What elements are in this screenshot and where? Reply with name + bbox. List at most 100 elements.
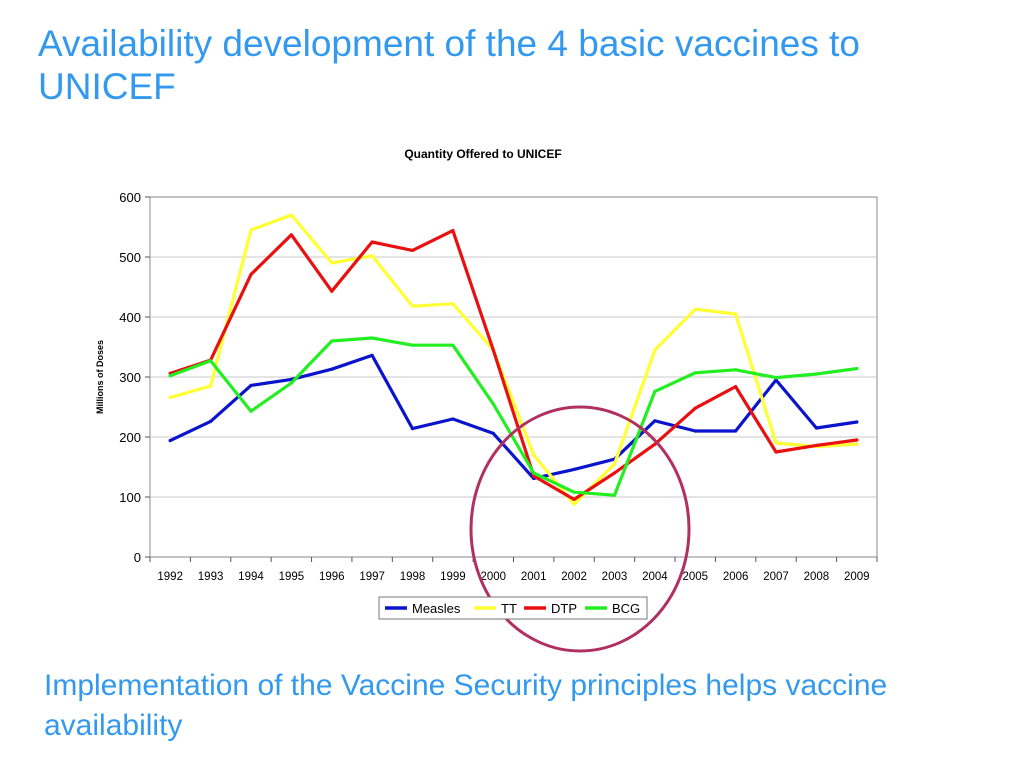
chart-title: Quantity Offered to UNICEF: [404, 147, 561, 161]
x-tick-label: 1999: [440, 571, 466, 583]
legend-label: DTP: [551, 601, 577, 616]
data-point-tt: [612, 462, 617, 466]
legend: Measles TT DTP BCG: [378, 596, 648, 620]
data-point-dtp: [370, 240, 374, 244]
data-point-dtp: [855, 438, 859, 442]
data-point-bcg: [855, 367, 859, 371]
x-tick-label: 2004: [642, 571, 668, 583]
data-point-tt: [693, 307, 697, 311]
data-point-tt: [249, 228, 253, 232]
x-tick-label: 2008: [804, 571, 830, 583]
data-point-measles: [734, 429, 738, 433]
y-tick-label: 300: [119, 370, 141, 385]
series-line-dtp: [168, 229, 859, 501]
data-point-dtp: [491, 348, 495, 352]
data-point-dtp: [289, 233, 293, 237]
data-point-bcg: [532, 471, 536, 475]
data-point-bcg: [330, 339, 334, 343]
data-point-tt: [572, 502, 576, 506]
data-point-tt: [208, 384, 213, 388]
y-tick-label: 600: [119, 190, 141, 205]
data-point-bcg: [370, 336, 374, 340]
highlight-annotation: [469, 405, 691, 653]
data-point-measles: [208, 419, 213, 423]
data-point-dtp: [774, 450, 778, 454]
data-point-tt: [532, 453, 536, 457]
x-tick-label: 1992: [157, 571, 183, 583]
x-tick-label: 2000: [481, 571, 507, 583]
data-point-dtp: [693, 406, 697, 410]
legend-box: [378, 596, 648, 620]
data-point-bcg: [814, 372, 819, 376]
data-point-bcg: [734, 368, 738, 372]
data-point-bcg: [289, 381, 293, 385]
x-tick-label: 1996: [319, 571, 345, 583]
data-point-bcg: [491, 402, 495, 406]
y-tick-label: 100: [119, 490, 141, 505]
data-point-measles: [491, 431, 495, 435]
x-tick-label: 2003: [602, 571, 628, 583]
series-line-tt: [168, 213, 859, 506]
y-tick-label: 0: [134, 550, 141, 565]
data-point-bcg: [653, 389, 657, 393]
data-point-dtp: [451, 229, 455, 233]
x-tick-label: 2006: [723, 571, 749, 583]
legend-label: TT: [501, 601, 517, 616]
data-point-tt: [855, 442, 859, 446]
x-tick-label: 1993: [198, 571, 224, 583]
highlight-circle: [469, 405, 691, 653]
x-tick-label: 1998: [400, 571, 426, 583]
data-point-bcg: [168, 374, 172, 378]
line-chart: Quantity Offered to UNICEF Millions of D…: [95, 147, 878, 653]
legend-label: BCG: [612, 601, 640, 616]
data-point-dtp: [572, 497, 576, 501]
data-point-measles: [693, 429, 697, 433]
data-point-dtp: [249, 272, 253, 276]
data-point-tt: [168, 395, 172, 399]
data-point-measles: [330, 367, 334, 371]
data-point-tt: [774, 441, 778, 445]
data-point-measles: [370, 353, 374, 357]
y-axis-label: Millions of Doses: [95, 340, 105, 414]
x-tick-label: 2002: [561, 571, 587, 583]
y-tick-label: 500: [119, 250, 141, 265]
data-point-measles: [653, 419, 657, 423]
data-point-tt: [330, 261, 334, 265]
y-tick-label: 400: [119, 310, 141, 325]
data-point-tt: [289, 213, 293, 217]
data-point-dtp: [532, 474, 536, 478]
series-line-bcg: [168, 336, 859, 497]
data-point-dtp: [814, 443, 819, 447]
data-point-bcg: [774, 376, 778, 380]
data-point-measles: [451, 417, 455, 421]
data-point-measles: [410, 427, 415, 431]
data-point-tt: [734, 312, 738, 316]
x-tick-label: 1997: [359, 571, 385, 583]
data-point-dtp: [330, 289, 334, 293]
data-point-bcg: [249, 409, 253, 413]
legend-label: Measles: [412, 601, 461, 616]
data-point-measles: [774, 378, 778, 382]
data-point-measles: [572, 467, 576, 471]
x-tick-label: 1995: [279, 571, 305, 583]
data-point-bcg: [451, 343, 455, 347]
data-point-bcg: [208, 359, 213, 363]
data-point-measles: [814, 426, 819, 430]
slide-title: Availability development of the 4 basic …: [38, 23, 861, 107]
series-lines: [168, 213, 859, 506]
data-point-dtp: [734, 385, 738, 389]
data-point-bcg: [410, 343, 415, 347]
x-tick-label: 2001: [521, 571, 547, 583]
axes: 0 100 200 300 400 500 600 1992 1993 1994 1995 1996 1…: [119, 190, 878, 583]
data-point-measles: [855, 420, 859, 424]
data-point-tt: [410, 304, 415, 308]
data-point-dtp: [612, 471, 617, 475]
data-point-measles: [249, 383, 253, 387]
x-tick-label: 2007: [763, 571, 789, 583]
data-point-measles: [168, 439, 172, 443]
data-point-bcg: [572, 490, 576, 494]
x-tick-label: 2009: [844, 571, 870, 583]
series-line-measles: [168, 353, 859, 480]
data-point-bcg: [693, 371, 697, 375]
data-point-bcg: [612, 493, 617, 497]
